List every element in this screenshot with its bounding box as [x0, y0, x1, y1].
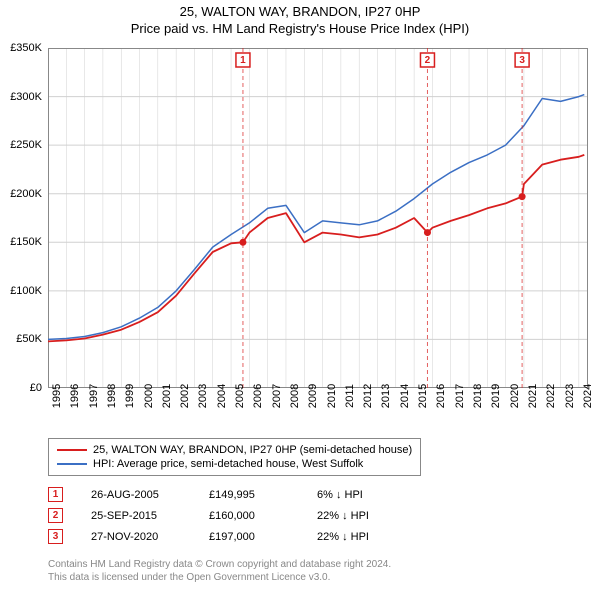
x-axis: 1995199619971998199920002001200220032004…: [48, 392, 588, 432]
x-tick-label: 2006: [252, 384, 264, 408]
sale-badge: 3: [48, 529, 63, 544]
chart-plot-area: 1 2 3: [48, 48, 588, 388]
y-axis: £0£50K£100K£150K£200K£250K£300K£350K: [0, 48, 46, 388]
x-tick-label: 1997: [88, 384, 100, 408]
chart-subtitle: Price paid vs. HM Land Registry's House …: [0, 19, 600, 36]
y-tick-label: £100K: [10, 285, 42, 297]
chart-svg: 1 2 3: [48, 48, 588, 388]
sale-price: £149,995: [209, 489, 289, 501]
x-tick-label: 1998: [106, 384, 118, 408]
x-tick-label: 1996: [69, 384, 81, 408]
x-tick-label: 1999: [124, 384, 136, 408]
sale-price: £197,000: [209, 531, 289, 543]
svg-text:1: 1: [240, 55, 246, 66]
x-tick-label: 2014: [399, 384, 411, 408]
x-tick-label: 2009: [307, 384, 319, 408]
x-tick-label: 2024: [582, 384, 594, 408]
legend-item: 25, WALTON WAY, BRANDON, IP27 0HP (semi-…: [57, 443, 412, 457]
chart-container: 25, WALTON WAY, BRANDON, IP27 0HP Price …: [0, 0, 600, 590]
x-tick-label: 2011: [344, 384, 356, 408]
x-tick-label: 2019: [490, 384, 502, 408]
x-tick-label: 2023: [564, 384, 576, 408]
sale-date: 25-SEP-2015: [91, 510, 181, 522]
footer-line-2: This data is licensed under the Open Gov…: [48, 571, 391, 584]
legend-item: HPI: Average price, semi-detached house,…: [57, 457, 412, 471]
x-tick-label: 2021: [527, 384, 539, 408]
sale-delta: 22% ↓ HPI: [317, 510, 397, 522]
x-tick-label: 2000: [143, 384, 155, 408]
x-tick-label: 2012: [362, 384, 374, 408]
footer-line-1: Contains HM Land Registry data © Crown c…: [48, 558, 391, 571]
x-tick-label: 2018: [472, 384, 484, 408]
y-tick-label: £200K: [10, 188, 42, 200]
legend-swatch: [57, 463, 87, 465]
sale-row: 1 26-AUG-2005 £149,995 6% ↓ HPI: [48, 484, 397, 505]
sale-badge: 1: [48, 487, 63, 502]
svg-text:3: 3: [519, 55, 525, 66]
y-tick-label: £250K: [10, 139, 42, 151]
x-tick-label: 2020: [509, 384, 521, 408]
svg-text:2: 2: [425, 55, 431, 66]
sale-delta: 6% ↓ HPI: [317, 489, 397, 501]
sale-date: 26-AUG-2005: [91, 489, 181, 501]
x-tick-label: 2002: [179, 384, 191, 408]
x-tick-label: 2005: [234, 384, 246, 408]
legend-label: 25, WALTON WAY, BRANDON, IP27 0HP (semi-…: [93, 444, 412, 456]
y-tick-label: £350K: [10, 42, 42, 54]
x-tick-label: 2015: [417, 384, 429, 408]
legend-label: HPI: Average price, semi-detached house,…: [93, 458, 363, 470]
legend-swatch: [57, 449, 87, 451]
sale-delta: 22% ↓ HPI: [317, 531, 397, 543]
x-tick-label: 2010: [326, 384, 338, 408]
sale-badge: 2: [48, 508, 63, 523]
x-tick-label: 2008: [289, 384, 301, 408]
sale-price: £160,000: [209, 510, 289, 522]
y-tick-label: £50K: [16, 333, 42, 345]
y-tick-label: £0: [30, 382, 42, 394]
sale-date: 27-NOV-2020: [91, 531, 181, 543]
x-tick-label: 2013: [380, 384, 392, 408]
x-tick-label: 2017: [454, 384, 466, 408]
x-tick-label: 2004: [216, 384, 228, 408]
x-tick-label: 2003: [197, 384, 209, 408]
sale-row: 3 27-NOV-2020 £197,000 22% ↓ HPI: [48, 526, 397, 547]
y-tick-label: £150K: [10, 236, 42, 248]
x-tick-label: 2001: [161, 384, 173, 408]
x-tick-label: 1995: [51, 384, 63, 408]
x-tick-label: 2022: [545, 384, 557, 408]
chart-title: 25, WALTON WAY, BRANDON, IP27 0HP: [0, 0, 600, 19]
legend: 25, WALTON WAY, BRANDON, IP27 0HP (semi-…: [48, 438, 421, 476]
sale-row: 2 25-SEP-2015 £160,000 22% ↓ HPI: [48, 505, 397, 526]
sales-table: 1 26-AUG-2005 £149,995 6% ↓ HPI 2 25-SEP-2015…: [48, 484, 397, 547]
x-tick-label: 2007: [271, 384, 283, 408]
y-tick-label: £300K: [10, 91, 42, 103]
x-tick-label: 2016: [435, 384, 447, 408]
footer-attribution: Contains HM Land Registry data © Crown c…: [48, 558, 391, 584]
